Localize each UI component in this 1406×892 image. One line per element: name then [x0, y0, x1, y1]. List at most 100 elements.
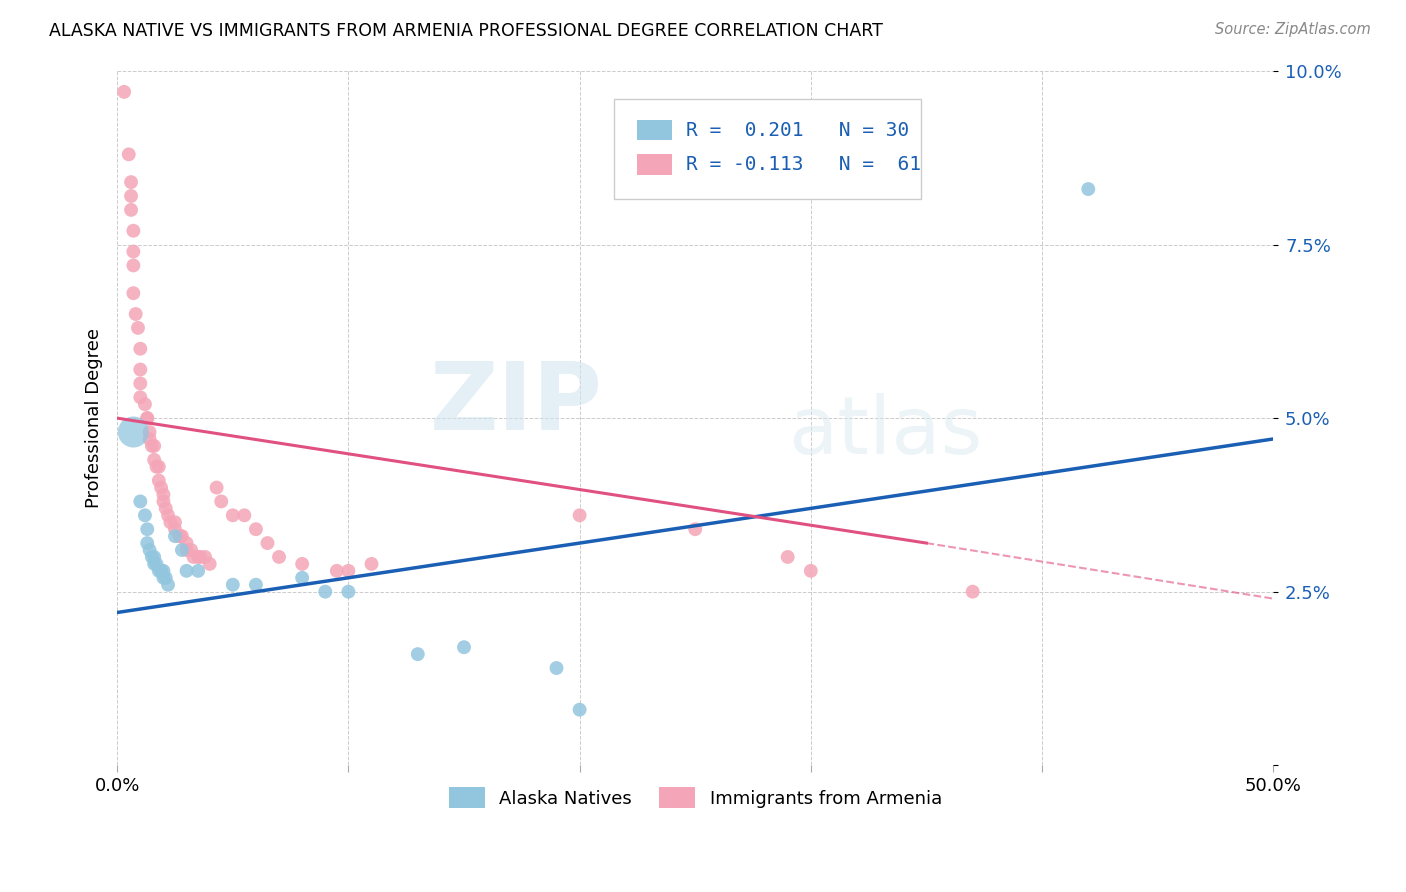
Point — [129, 376, 152, 391]
Point — [157, 508, 180, 523]
Point — [187, 549, 209, 564]
Point — [169, 529, 191, 543]
Point — [143, 549, 166, 564]
FancyBboxPatch shape — [614, 99, 921, 200]
Point — [233, 508, 256, 523]
Text: Source: ZipAtlas.com: Source: ZipAtlas.com — [1215, 22, 1371, 37]
Point — [152, 571, 174, 585]
Point — [187, 564, 209, 578]
Point — [129, 342, 152, 356]
Legend: Alaska Natives, Immigrants from Armenia: Alaska Natives, Immigrants from Armenia — [441, 780, 949, 815]
Point — [337, 584, 360, 599]
Point — [155, 571, 177, 585]
Point — [568, 703, 591, 717]
Point — [170, 529, 193, 543]
Point — [148, 564, 170, 578]
Point — [129, 494, 152, 508]
Point — [222, 508, 245, 523]
Point — [136, 411, 159, 425]
Point — [138, 432, 160, 446]
Point — [962, 584, 984, 599]
Point — [291, 557, 314, 571]
Point — [245, 578, 267, 592]
Point — [194, 549, 217, 564]
Point — [120, 202, 142, 217]
Point — [141, 439, 163, 453]
Point — [138, 425, 160, 439]
Point — [129, 390, 152, 404]
Point — [120, 175, 142, 189]
Point — [683, 522, 706, 536]
Point — [337, 564, 360, 578]
Text: atlas: atlas — [787, 393, 981, 471]
Point — [152, 494, 174, 508]
Point — [122, 259, 145, 273]
Point — [176, 536, 198, 550]
Point — [314, 584, 336, 599]
Point — [118, 147, 141, 161]
Point — [129, 362, 152, 376]
Text: ZIP: ZIP — [430, 359, 603, 450]
Point — [190, 549, 212, 564]
Point — [176, 543, 198, 558]
Point — [122, 286, 145, 301]
Point — [1077, 182, 1099, 196]
Point — [754, 182, 776, 196]
Point — [326, 564, 349, 578]
Point — [143, 439, 166, 453]
Point — [453, 640, 475, 655]
Point — [145, 557, 167, 571]
Point — [112, 85, 135, 99]
Point — [134, 508, 156, 523]
Point — [170, 543, 193, 558]
Point — [267, 549, 290, 564]
Point — [136, 522, 159, 536]
Point — [152, 564, 174, 578]
Bar — [637, 120, 672, 140]
Point — [122, 224, 145, 238]
Point — [776, 549, 799, 564]
Point — [127, 321, 149, 335]
Point — [122, 244, 145, 259]
Point — [360, 557, 382, 571]
Point — [120, 189, 142, 203]
Point — [141, 549, 163, 564]
Point — [568, 508, 591, 523]
Point — [155, 501, 177, 516]
Point — [150, 564, 173, 578]
Point — [291, 571, 314, 585]
Bar — [637, 154, 672, 175]
Text: ALASKA NATIVE VS IMMIGRANTS FROM ARMENIA PROFESSIONAL DEGREE CORRELATION CHART: ALASKA NATIVE VS IMMIGRANTS FROM ARMENIA… — [49, 22, 883, 40]
Y-axis label: Professional Degree: Professional Degree — [86, 328, 103, 508]
Point — [800, 564, 823, 578]
Point — [159, 515, 181, 529]
Point — [209, 494, 232, 508]
Text: R = -0.113   N =  61: R = -0.113 N = 61 — [686, 155, 921, 174]
Point — [222, 578, 245, 592]
Point — [150, 481, 173, 495]
Point — [205, 481, 228, 495]
Point — [183, 549, 205, 564]
Point — [406, 647, 429, 661]
Point — [125, 307, 148, 321]
Point — [176, 564, 198, 578]
Text: R =  0.201   N = 30: R = 0.201 N = 30 — [686, 120, 910, 139]
Point — [122, 425, 145, 439]
Point — [148, 459, 170, 474]
Point — [157, 578, 180, 592]
Point — [163, 522, 186, 536]
Point — [138, 543, 160, 558]
Point — [136, 411, 159, 425]
Point — [134, 397, 156, 411]
Point — [169, 529, 191, 543]
Point — [143, 557, 166, 571]
Point — [163, 529, 186, 543]
Point — [152, 487, 174, 501]
Point — [198, 557, 221, 571]
Point — [245, 522, 267, 536]
Point — [148, 474, 170, 488]
Point — [546, 661, 568, 675]
Point — [136, 536, 159, 550]
Point — [180, 543, 202, 558]
Point — [163, 515, 186, 529]
